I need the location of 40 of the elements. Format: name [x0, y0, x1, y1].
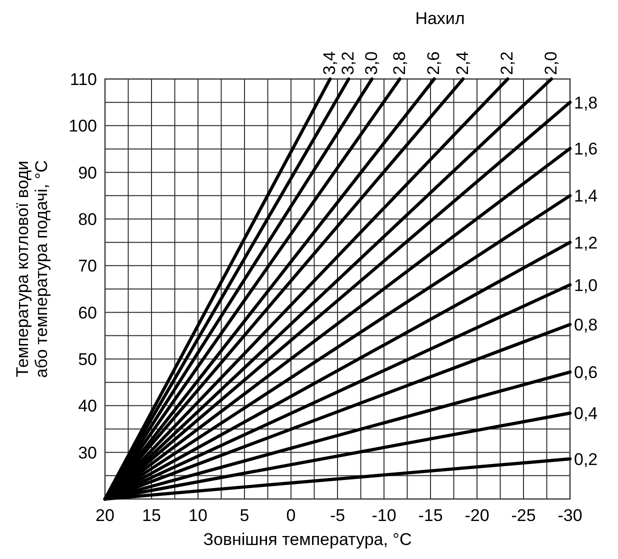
y-tick-label: 90 [78, 163, 97, 182]
series-label: 1,4 [574, 186, 598, 206]
text: 2,2 [498, 51, 517, 75]
text: 3,2 [338, 51, 358, 75]
text: 3,4 [320, 51, 340, 75]
text: 3,0 [362, 51, 381, 75]
y-tick-label: 40 [78, 396, 97, 416]
y-tick-label: 30 [78, 443, 97, 462]
series-label: 0,2 [574, 450, 598, 469]
y-axis-title: Температура котлової води або температура подачі, °C [13, 160, 51, 378]
series-label: 1,8 [574, 93, 598, 112]
x-tick-label: -5 [330, 506, 346, 525]
series-label: 0,8 [574, 315, 598, 334]
series-label: 1,2 [574, 233, 598, 252]
x-tick-label: 10 [188, 506, 208, 525]
x-axis-title: Зовнішня температура, °C [203, 530, 412, 549]
text: 2,0 [541, 51, 560, 75]
series-label: 0,4 [574, 404, 598, 424]
text: 2,6 [424, 51, 444, 75]
y-tick-label: 80 [78, 210, 97, 229]
x-tick-label: -30 [558, 506, 582, 525]
y-tick-label: 60 [78, 303, 97, 322]
text: 2,4 [453, 51, 472, 75]
legend-title: Нахил [415, 9, 465, 28]
x-tick-label: 5 [240, 506, 250, 525]
x-tick-label: -25 [511, 506, 536, 525]
y-tick-label: 70 [78, 256, 97, 276]
x-tick-label: -10 [372, 506, 396, 525]
y-tick-label: 50 [78, 350, 97, 369]
text: 2,8 [390, 51, 409, 75]
y-tick-label: 100 [68, 116, 97, 136]
x-tick-label: 15 [142, 506, 161, 525]
x-tick-label: -15 [418, 506, 443, 525]
x-tick-label: 20 [96, 506, 114, 525]
y-tick-label: 110 [70, 70, 97, 89]
x-tick-label: 0 [286, 506, 296, 525]
series-label: 1,0 [574, 276, 598, 295]
series-label: 0,6 [574, 363, 598, 382]
x-tick-label: -20 [464, 506, 490, 525]
series-label: 1,6 [574, 140, 598, 159]
